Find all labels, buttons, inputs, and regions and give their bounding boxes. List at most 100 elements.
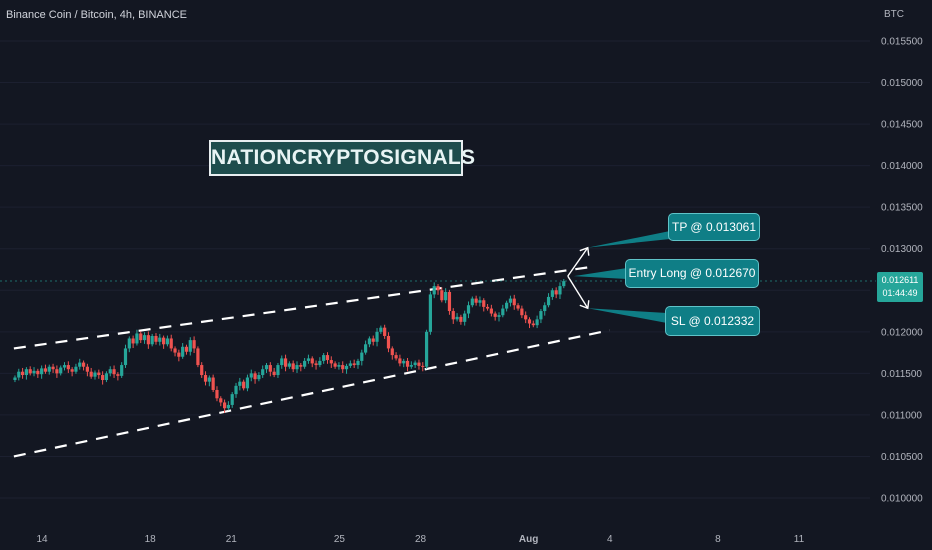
candle-body: [520, 308, 524, 316]
candle-body: [146, 335, 150, 345]
candle-body: [264, 365, 269, 370]
candle-body: [314, 363, 318, 366]
candlestick-series: [0, 279, 876, 413]
candle-body: [333, 363, 337, 367]
candle-body: [127, 338, 131, 349]
candle-body: [62, 365, 67, 368]
candle-body: [245, 377, 250, 389]
candle-body: [516, 305, 520, 309]
x-tick-label: 8: [715, 534, 721, 545]
candle-body: [383, 327, 387, 336]
y-tick-label: 0.013000: [881, 244, 923, 255]
y-tick-label: 0.014500: [881, 120, 923, 131]
candle-body: [120, 365, 124, 376]
candle-body: [322, 355, 326, 361]
currency-label: BTC: [884, 9, 904, 20]
candle-body: [74, 366, 78, 372]
candle-body: [402, 360, 406, 364]
y-tick-label: 0.012000: [881, 327, 923, 338]
candle-body: [562, 281, 566, 287]
current-price-tag: 0.012611 01:44:49: [877, 272, 923, 302]
candle-body: [539, 311, 543, 320]
candle-body: [421, 365, 425, 367]
candle-body: [512, 298, 516, 306]
candle-body: [444, 291, 448, 301]
x-tick-label: 28: [415, 534, 427, 545]
candle-body: [70, 369, 74, 372]
candle-body: [234, 385, 238, 395]
candle-body: [409, 365, 413, 367]
candle-body: [158, 337, 162, 342]
candle-body: [451, 311, 455, 320]
candle-body: [116, 374, 120, 376]
y-tick-label: 0.013500: [881, 203, 923, 214]
candle-body: [482, 300, 486, 307]
candle-body: [89, 371, 93, 377]
candle-body: [428, 294, 432, 332]
candle-body: [104, 373, 109, 381]
entry-callout-pointer: [573, 268, 627, 279]
take-profit-callout[interactable]: TP @ 0.013061: [668, 213, 760, 241]
candle-body: [28, 369, 32, 374]
candle-body: [478, 300, 482, 303]
candle-body: [24, 369, 28, 376]
sl-callout-pointer: [587, 308, 667, 323]
candle-body: [493, 313, 497, 317]
candle-body: [299, 365, 303, 367]
candle-body: [405, 360, 410, 367]
candle-body: [66, 365, 70, 370]
symbol-title: Binance Coin / Bitcoin, 4h, BINANCE: [6, 9, 187, 21]
candle-body: [47, 366, 51, 372]
candle-body: [257, 375, 261, 380]
candle-body: [154, 335, 158, 342]
candle-body: [196, 348, 200, 366]
candle-body: [142, 335, 147, 341]
candle-body: [348, 363, 352, 366]
candle-body: [447, 291, 452, 312]
candle-body: [398, 358, 402, 364]
candle-body: [367, 338, 372, 345]
candle-body: [268, 365, 272, 372]
candle-body: [200, 365, 204, 376]
trend-channel: [13, 265, 610, 458]
candle-body: [192, 340, 196, 349]
candle-body: [51, 366, 55, 370]
candle-body: [93, 372, 97, 377]
candle-body: [390, 348, 394, 356]
stop-loss-callout[interactable]: SL @ 0.012332: [665, 306, 760, 336]
candle-body: [344, 365, 349, 370]
candle-body: [337, 365, 341, 367]
candle-body: [524, 315, 528, 320]
candle-body: [177, 352, 181, 357]
candle-body: [112, 369, 116, 375]
watermark-label: NATIONCRYPTOSIGNALS: [209, 140, 475, 176]
x-tick-label: 25: [334, 534, 346, 545]
entry-long-callout[interactable]: Entry Long @ 0.012670: [625, 259, 759, 288]
y-tick-label: 0.011500: [881, 369, 922, 380]
candle-body: [371, 338, 375, 342]
candle-body: [150, 335, 154, 345]
candle-body: [181, 346, 185, 357]
x-tick-label: Aug: [519, 534, 538, 545]
candle-body: [341, 365, 345, 370]
candle-body: [123, 348, 128, 366]
candle-body: [222, 402, 227, 409]
candle-body: [329, 360, 333, 364]
candle-body: [394, 355, 398, 359]
candle-body: [43, 368, 48, 372]
candle-body: [379, 327, 383, 332]
channel-lower-line: [13, 329, 610, 458]
candle-body: [543, 305, 547, 312]
candle-body: [17, 371, 21, 378]
candle-body: [386, 335, 391, 349]
candle-body: [242, 381, 246, 389]
candle-body: [318, 360, 322, 366]
x-tick-label: 14: [36, 534, 48, 545]
candle-body: [550, 290, 554, 297]
candle-body: [295, 365, 299, 370]
candle-body: [474, 298, 478, 303]
candle-body: [101, 375, 105, 381]
candle-body: [436, 286, 440, 291]
candle-body: [291, 363, 295, 370]
